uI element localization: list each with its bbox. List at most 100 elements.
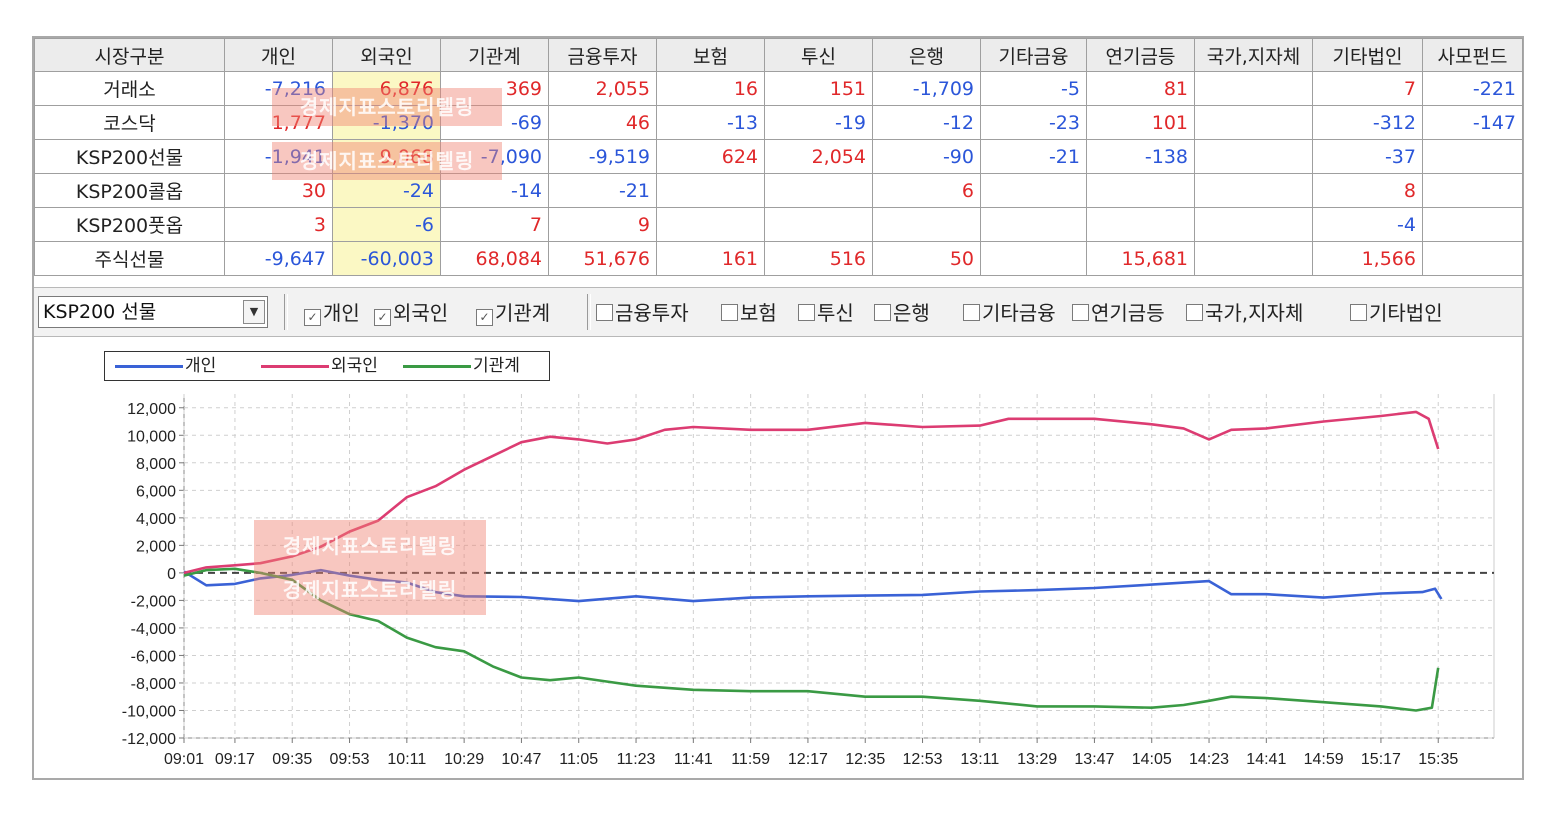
table-cell: 2,054	[764, 139, 873, 174]
column-header[interactable]: 기타법인	[1312, 38, 1423, 72]
checkbox-label: 은행	[893, 301, 930, 325]
table-cell: -14	[440, 173, 549, 208]
legend-swatch	[261, 364, 329, 368]
table-row[interactable]: KSP200선물 -1,941 9,068 -7,090 -9,519 624 2,054-…	[34, 139, 1523, 174]
series-checkbox[interactable]: 투신	[798, 300, 854, 326]
series-checkbox[interactable]: 기타금융	[963, 300, 1056, 326]
y-tick-label: 10,000	[127, 428, 176, 445]
table-cell: 30	[224, 173, 333, 208]
legend-label: 기관계	[473, 356, 520, 376]
checkbox-empty-icon[interactable]	[1350, 304, 1367, 321]
table-cell	[1086, 173, 1195, 208]
table-cell: 9,068	[332, 139, 441, 174]
series-checkbox[interactable]: 금융투자	[596, 300, 689, 326]
x-tick-label: 12:17	[788, 751, 828, 768]
table-cell: -21	[548, 173, 657, 208]
table-header-row: 시장구분 개인 외국인 기관계 금융투자 보험 투신 은행 기타금융 연기금등 국가,지자체 기타법인…	[34, 38, 1523, 72]
x-tick-label: 11:23	[617, 751, 656, 768]
column-header[interactable]: 기관계	[440, 38, 549, 72]
table-cell	[764, 173, 873, 208]
column-header[interactable]: 은행	[872, 38, 981, 72]
checkbox-empty-icon[interactable]	[1186, 304, 1203, 321]
checkbox-label: 기타금융	[982, 301, 1056, 325]
table-cell: 50	[872, 241, 981, 276]
legend-label: 개인	[185, 356, 217, 376]
legend-item: 개인	[115, 352, 216, 380]
investor-trading-table: 시장구분 개인 외국인 기관계 금융투자 보험 투신 은행 기타금융 연기금등 국가,지자체 기타법인…	[34, 38, 1523, 276]
chart-background	[34, 338, 1522, 778]
checkbox-empty-icon[interactable]	[721, 304, 738, 321]
table-cell	[980, 241, 1087, 276]
table-cell: -312	[1312, 105, 1423, 140]
checkbox-checked-icon[interactable]: ✓	[304, 309, 321, 326]
series-checkbox[interactable]: ✓ 개인	[304, 300, 360, 326]
table-cell: -19	[764, 105, 873, 140]
table-cell: 6	[872, 173, 981, 208]
series-checkbox[interactable]: 은행	[874, 300, 930, 326]
legend-swatch	[115, 364, 183, 368]
x-tick-label: 10:11	[387, 751, 426, 768]
checkbox-empty-icon[interactable]	[963, 304, 980, 321]
table-cell: -9,519	[548, 139, 657, 174]
table-cell: -6	[332, 207, 441, 242]
table-cell: -5	[980, 71, 1087, 106]
table-cell	[980, 173, 1087, 208]
column-header[interactable]: 금융투자	[548, 38, 657, 72]
x-tick-label: 14:41	[1246, 751, 1286, 768]
table-row[interactable]: KSP200콜옵 30 -24 -14 -21 6 8	[34, 173, 1523, 208]
legend-item: 기관계	[403, 352, 520, 380]
x-tick-label: 14:59	[1304, 751, 1344, 768]
row-label: 거래소	[34, 71, 225, 106]
checkbox-checked-icon[interactable]: ✓	[476, 309, 493, 326]
column-header[interactable]: 투신	[764, 38, 873, 72]
table-row[interactable]: 주식선물 -9,647 -60,003 68,084 51,676 161 516 50 15,…	[34, 241, 1523, 276]
chevron-down-icon[interactable]: ▼	[243, 300, 265, 324]
table-cell	[1194, 241, 1313, 276]
market-select-dropdown[interactable]: KSP200 선물 ▼	[38, 296, 268, 328]
y-tick-label: 0	[167, 566, 176, 583]
series-line	[183, 568, 1443, 603]
legend-swatch	[403, 364, 471, 368]
chart-control-bar: KSP200 선물 ▼ ✓ 개인 ✓ 외국인 ✓ 기관계 금융투자 보험 투신 은행 기타금융 연기금…	[34, 287, 1522, 337]
x-tick-label: 10:29	[444, 751, 484, 768]
y-tick-label: -2,000	[131, 593, 176, 610]
series-checkbox[interactable]: 보험	[721, 300, 777, 326]
column-header[interactable]: 시장구분	[34, 38, 225, 72]
column-header[interactable]: 기타금융	[980, 38, 1087, 72]
column-header[interactable]: 연기금등	[1086, 38, 1195, 72]
table-cell: -69	[440, 105, 549, 140]
x-tick-label: 14:05	[1132, 751, 1172, 768]
series-checkbox[interactable]: 국가,지자체	[1186, 300, 1303, 326]
table-row[interactable]: KSP200풋옵 3 -6 7 9 -4	[34, 207, 1523, 242]
table-cell	[980, 207, 1087, 242]
table-cell: -21	[980, 139, 1087, 174]
checkbox-empty-icon[interactable]	[1072, 304, 1089, 321]
table-row[interactable]: 거래소 -7,216 6,876 369 2,055 16 151 -1,709 -5 81 7 -2…	[34, 71, 1523, 106]
table-cell: -1,709	[872, 71, 981, 106]
series-checkbox[interactable]: 기타법인	[1350, 300, 1443, 326]
checkbox-checked-icon[interactable]: ✓	[374, 309, 391, 326]
column-header[interactable]: 사모펀드	[1422, 38, 1523, 72]
checkbox-empty-icon[interactable]	[596, 304, 613, 321]
column-header[interactable]: 국가,지자체	[1194, 38, 1313, 72]
column-header[interactable]: 보험	[656, 38, 765, 72]
table-cell: 161	[656, 241, 765, 276]
series-checkbox[interactable]: ✓ 외국인	[374, 300, 448, 326]
series-checkbox[interactable]: 연기금등	[1072, 300, 1165, 326]
table-cell: -90	[872, 139, 981, 174]
series-checkbox[interactable]: ✓ 기관계	[476, 300, 550, 326]
market-investor-panel: 시장구분 개인 외국인 기관계 금융투자 보험 투신 은행 기타금융 연기금등 국가,지자체 기타법인…	[32, 36, 1524, 780]
table-row[interactable]: 코스닥 1,777 -1,370 -69 46 -13 -19 -12 -23 101 -312 -1…	[34, 105, 1523, 140]
checkbox-empty-icon[interactable]	[874, 304, 891, 321]
market-select-value: KSP200 선물	[43, 301, 157, 323]
x-tick-label: 13:29	[1017, 751, 1057, 768]
x-tick-label: 15:17	[1361, 751, 1401, 768]
table-cell: 1,566	[1312, 241, 1423, 276]
checkbox-label: 금융투자	[615, 301, 689, 325]
table-cell: -147	[1422, 105, 1523, 140]
y-tick-label: 12,000	[127, 401, 176, 418]
y-tick-label: 2,000	[136, 538, 176, 555]
checkbox-empty-icon[interactable]	[798, 304, 815, 321]
y-tick-label: -6,000	[131, 648, 176, 665]
table-cell	[656, 207, 765, 242]
